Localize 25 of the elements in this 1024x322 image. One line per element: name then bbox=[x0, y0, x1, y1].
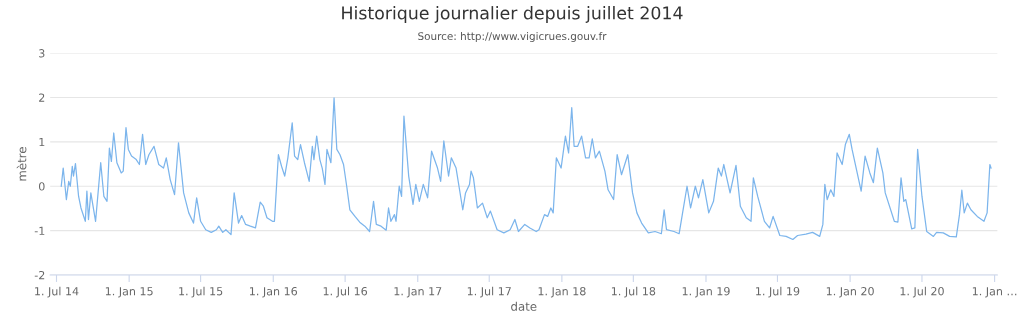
x-axis-title: date bbox=[511, 301, 537, 311]
x-tick-label: 1. Jan 20 bbox=[826, 286, 874, 298]
x-tick-label: 1. Jan … bbox=[972, 287, 1017, 298]
line-series bbox=[60, 97, 992, 241]
y-tick-label: 1 bbox=[39, 137, 45, 147]
x-tick-label: 1. Jan 16 bbox=[250, 286, 298, 298]
x-tick-label: 1. Jul 17 bbox=[467, 286, 511, 298]
y-axis-title: mètre bbox=[16, 147, 27, 181]
chart-title: Historique journalier depuis juillet 2014 bbox=[342, 6, 683, 23]
y-tick-label: -1 bbox=[34, 226, 45, 235]
x-tick-label: 1. Jul 19 bbox=[756, 286, 800, 298]
x-tick-label: 1. Jul 18 bbox=[611, 286, 656, 298]
x-tick-label: 1. Jul 16 bbox=[323, 286, 368, 298]
x-tick-label: 1. Jan 15 bbox=[105, 287, 153, 298]
y-tick-label: 2 bbox=[39, 93, 45, 102]
x-tick-label: 1. Jan 18 bbox=[538, 286, 586, 298]
y-tick-label: 0 bbox=[38, 182, 45, 191]
chart-subtitle: Source: http://www.vigicrues.gouv.fr bbox=[418, 31, 607, 43]
x-tick-label: 1. Jul 20 bbox=[900, 286, 944, 298]
x-tick-label: 1. Jul 15 bbox=[179, 286, 223, 298]
y-tick-label: 3 bbox=[39, 49, 45, 58]
x-tick-label: 1. Jul 14 bbox=[35, 286, 79, 298]
y-tick-label: -2 bbox=[34, 270, 45, 280]
x-tick-label: 1. Jan 19 bbox=[682, 286, 730, 298]
x-tick-label: 1. Jan 17 bbox=[394, 287, 442, 298]
